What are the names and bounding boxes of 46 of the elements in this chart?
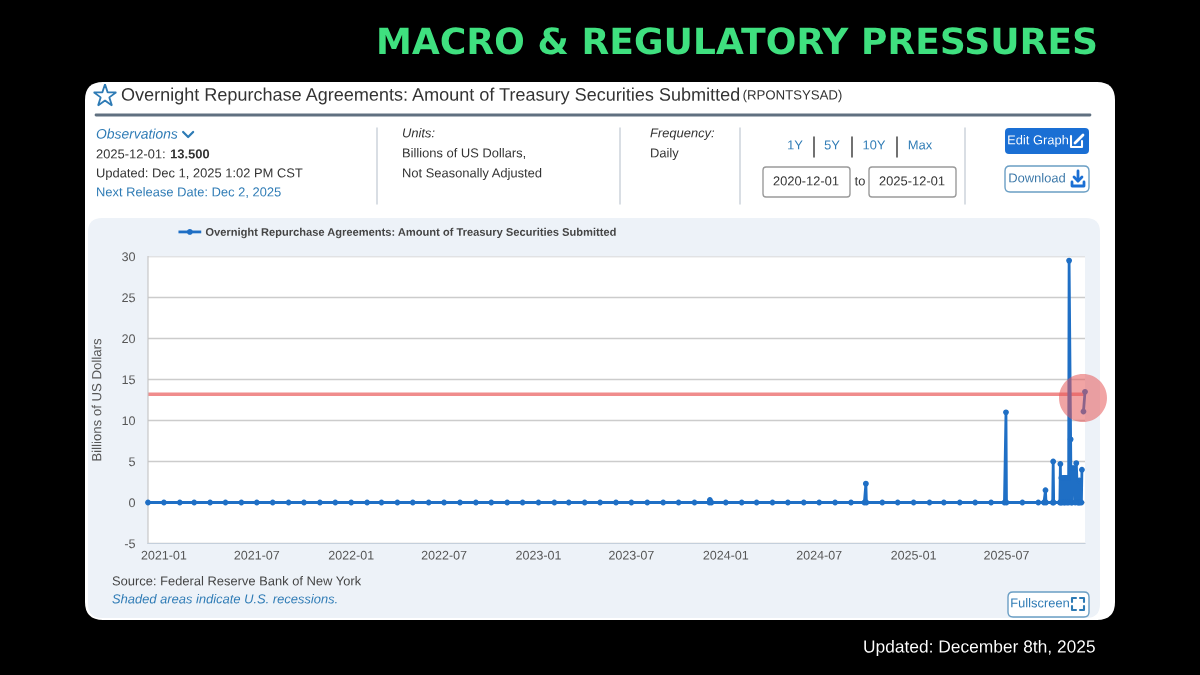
text: Next Release Date: Dec 2, 2025 <box>97 186 281 198</box>
text: to <box>854 176 865 186</box>
y-tick-label: 20 <box>122 334 136 344</box>
x-tick-label: 2023-07 <box>609 550 654 560</box>
x-tick-label: 2024-07 <box>796 550 842 560</box>
x-tick-label: 2025-07 <box>984 550 1029 560</box>
y-tick-label: 15 <box>122 375 135 385</box>
x-tick-label: 2023-01 <box>516 550 561 560</box>
y-tick-label: 25 <box>122 293 135 303</box>
text: Not Seasonally Adjusted <box>403 167 542 181</box>
chart-title: MACRO & REGULATORY PRESSURES <box>379 27 1096 55</box>
text: Download <box>1009 172 1065 183</box>
y-tick-label: 5 <box>129 457 135 467</box>
y-tick-label: 30 <box>122 252 136 262</box>
y-tick-label: 0 <box>129 498 136 508</box>
x-tick-label: 2021-07 <box>234 550 280 560</box>
x-tick-label: 2024-01 <box>703 550 749 560</box>
text: Fullscreen <box>1011 597 1069 608</box>
text: Updated: December 8th, 2025 <box>864 639 1095 657</box>
chart-subtitle: Overnight Repurchase Agreements: Amount of Treasury Securities Submitted <box>121 87 740 105</box>
y-tick-label: -5 <box>124 539 135 549</box>
text: Daily <box>651 147 679 161</box>
y-tick-label: 10 <box>122 416 136 426</box>
text: Observations <box>96 128 178 139</box>
text: 2025-12-01 <box>879 176 945 186</box>
text: 1Y <box>788 140 803 150</box>
x-tick-label: 2022-07 <box>421 550 467 560</box>
source-note: Source: Federal Reserve Bank of New York <box>112 575 362 586</box>
text: Max <box>908 140 933 150</box>
legend-label: Overnight Repurchase Agreements: Amount of Treasury Securities Submitted <box>205 227 616 239</box>
text: 13.500 <box>170 149 210 159</box>
x-tick-label: 2022-01 <box>328 550 374 560</box>
text: Shaded areas indicate U.S. recessions. <box>112 593 337 604</box>
text: Billions of US Dollars, <box>403 147 526 159</box>
text: Edit Graph <box>1008 134 1069 148</box>
text: Updated: Dec 1, 2025 1:02 PM CST <box>97 167 303 181</box>
text: (RPONTSYSAD) <box>743 89 842 103</box>
x-tick-label: 2021-01 <box>141 550 187 560</box>
text: Units: <box>402 127 435 138</box>
text: 2020-12-01 <box>773 176 839 186</box>
text: 2025-12-01: <box>96 149 165 159</box>
y-axis-title: Billions of US Dollars <box>91 338 102 461</box>
text: 5Y <box>824 140 840 150</box>
text: 10Y <box>863 140 886 150</box>
text: Frequency: <box>650 128 715 141</box>
x-tick-label: 2025-01 <box>891 550 936 560</box>
